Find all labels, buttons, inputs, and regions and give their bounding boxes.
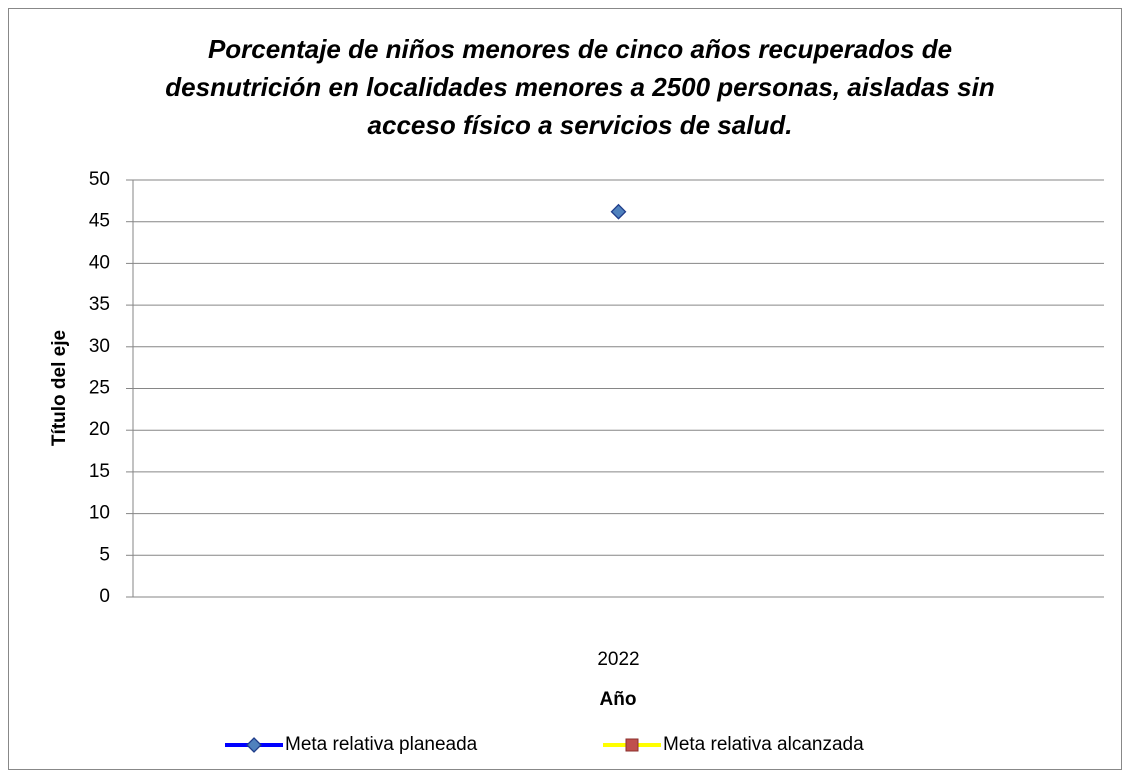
y-tick-label: 40 xyxy=(89,252,110,273)
y-tick-label: 10 xyxy=(89,503,110,524)
legend-label: Meta relativa planeada xyxy=(285,734,478,755)
legend-label: Meta relativa alcanzada xyxy=(663,734,864,755)
y-tick-label: 30 xyxy=(89,336,110,357)
y-tick-label: 15 xyxy=(89,461,110,482)
chart-title: Porcentaje de niños menores de cinco año… xyxy=(165,34,995,140)
y-tick-label: 50 xyxy=(89,169,110,190)
y-tick-label: 35 xyxy=(89,294,110,315)
y-axis-label: Título del eje xyxy=(49,330,70,446)
x-axis-label: Año xyxy=(600,689,637,710)
marker xyxy=(246,737,262,753)
x-tick-label: 2022 xyxy=(597,649,639,670)
y-tick-label: 20 xyxy=(89,419,110,440)
y-tick-label: 45 xyxy=(89,211,110,232)
y-tick-label: 5 xyxy=(99,544,110,565)
marker xyxy=(625,738,639,752)
y-tick-label: 25 xyxy=(89,378,110,399)
y-tick-label: 0 xyxy=(99,586,110,607)
marker xyxy=(610,203,627,220)
